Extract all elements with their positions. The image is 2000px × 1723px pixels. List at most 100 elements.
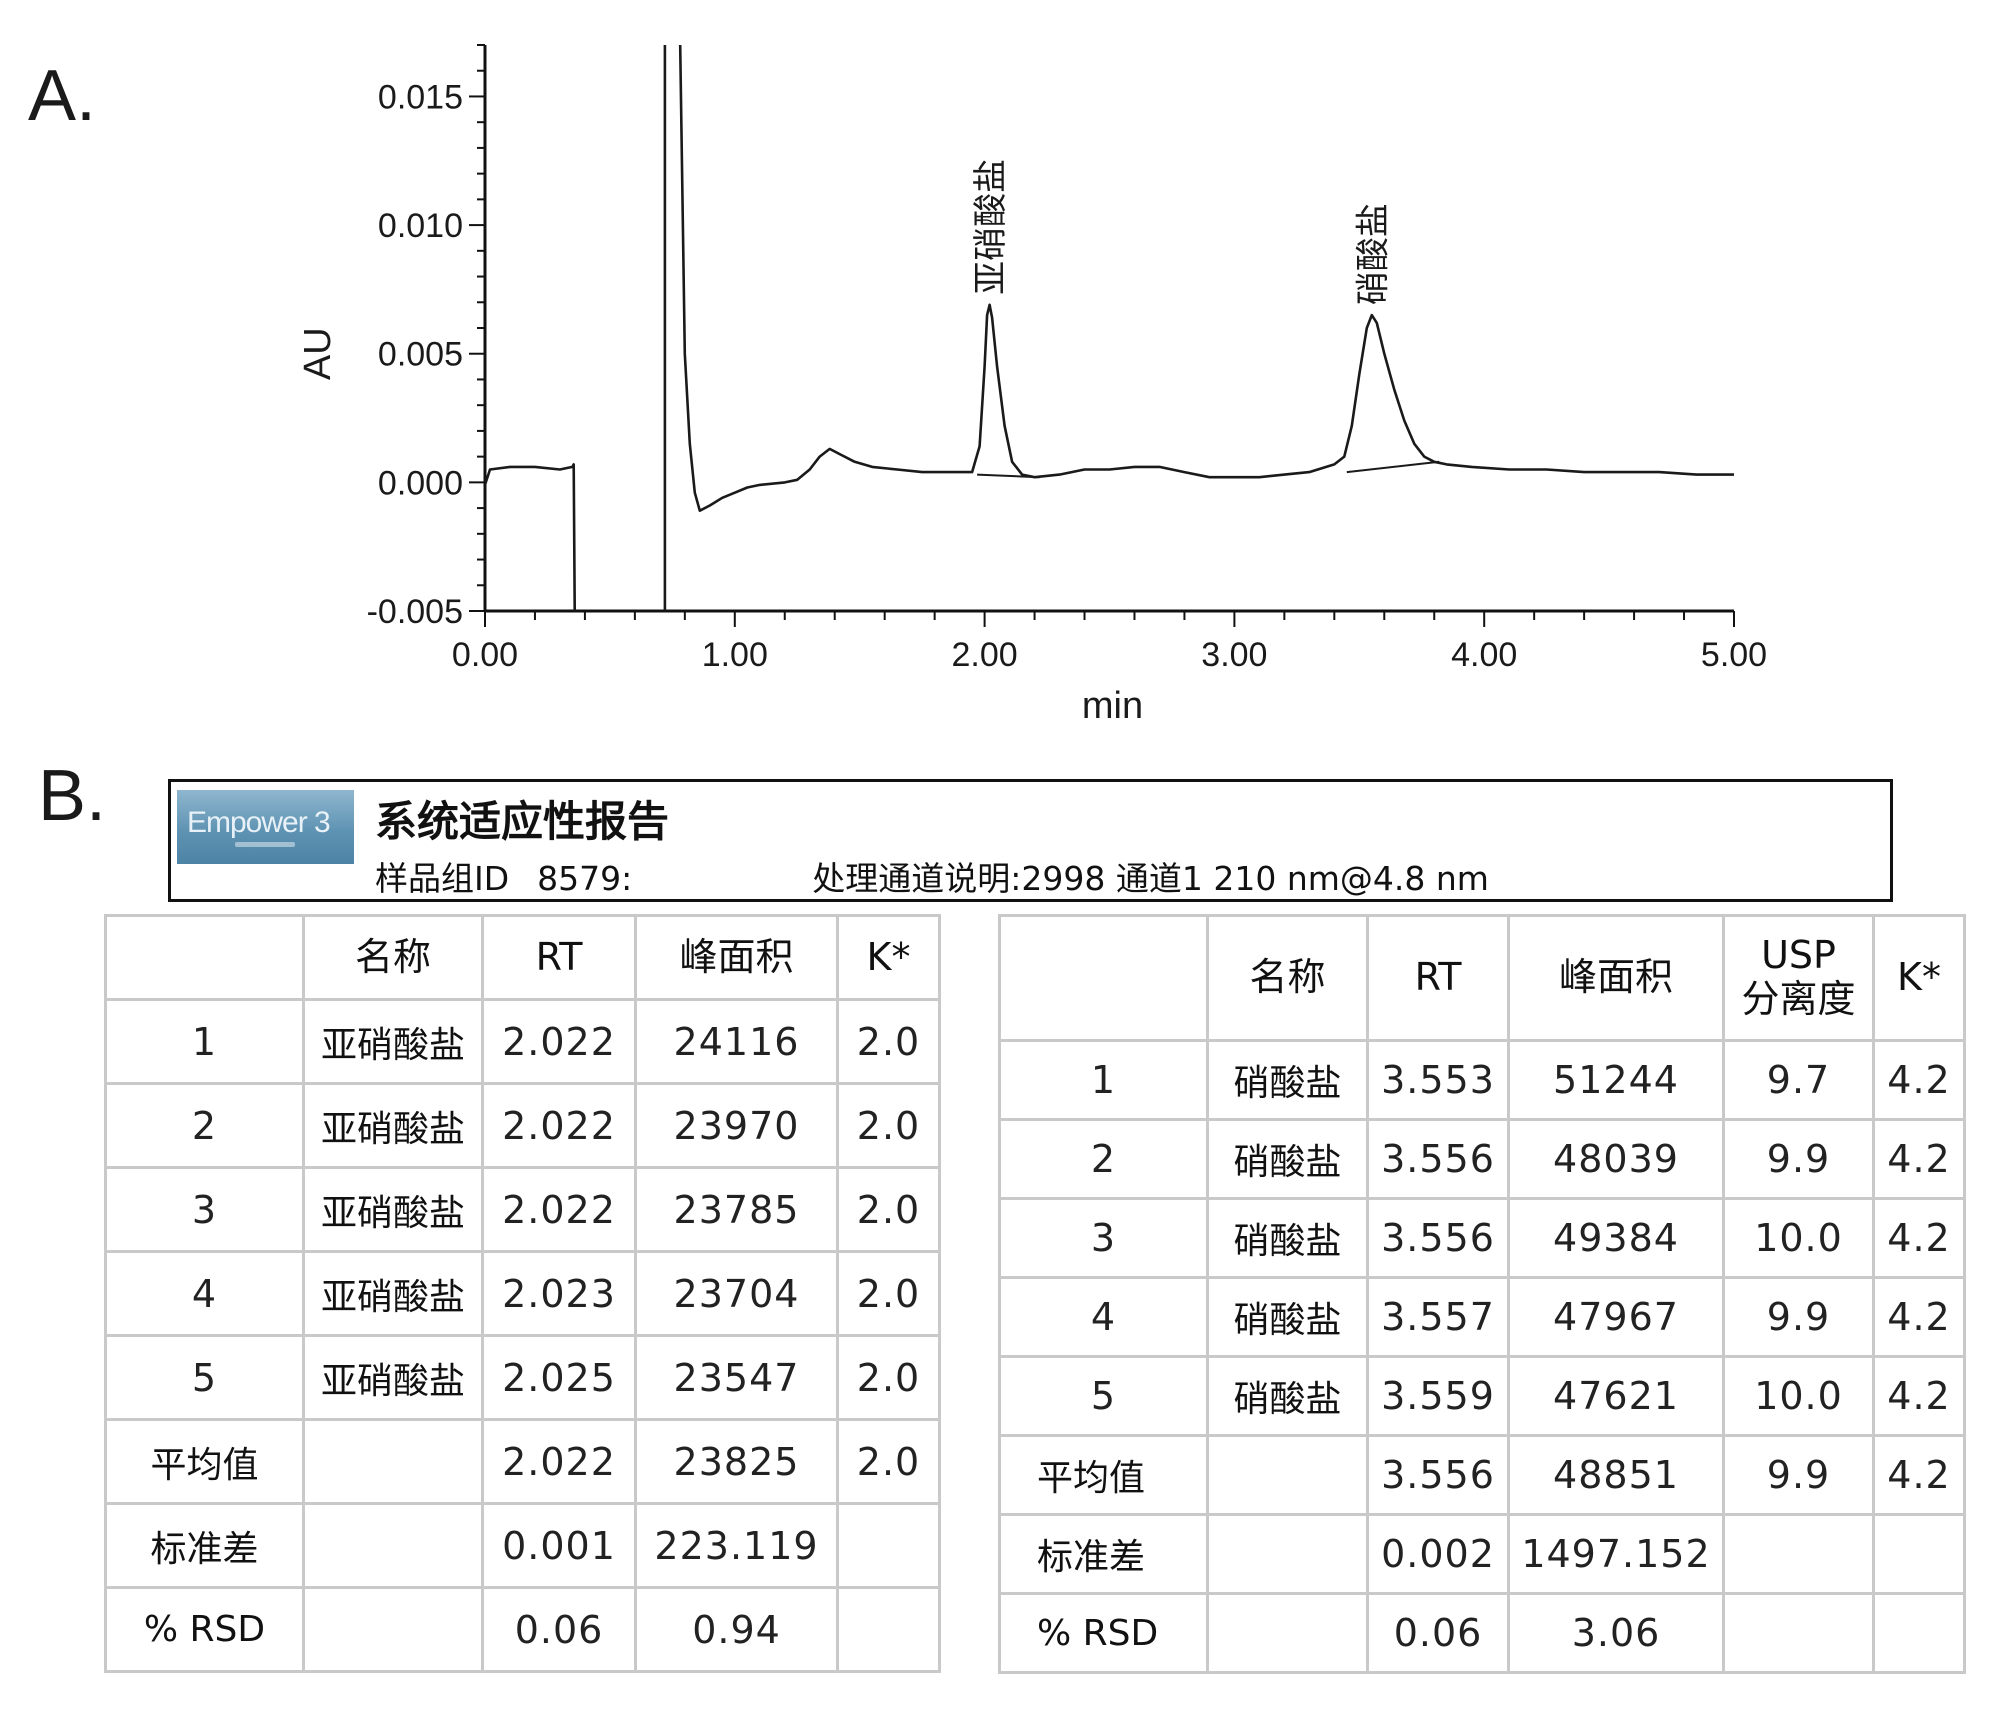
chromatogram-chart: 0.015 0.010 0.005 0.000 -0.005 0.00 1.00 2.00 3.… [297,44,1767,727]
table-header-row: 名称 RT 峰面积 USP 分离度 K* [998,914,1966,1042]
y-tick-label: 0.005 [378,336,463,374]
row-label-cell: 3 [104,1166,305,1253]
table-cell [302,1502,484,1589]
table-row: 平均值 3.556 48851 9.9 4.2 [998,1434,1966,1516]
channel-value: 2998 通道1 210 nm@4.8 nm [1021,859,1489,898]
row-label-cell: % RSD [998,1592,1209,1674]
table-cell: 4.2 [1872,1197,1966,1279]
y-tick-label: 0.010 [378,207,463,245]
table-cell: 23785 [634,1166,839,1253]
table-cell: 亚硝酸盐 [302,1082,484,1169]
peak-baseline [1346,460,1440,474]
column-header: 峰面积 [1507,914,1725,1042]
row-label-cell: 平均值 [998,1434,1209,1516]
row-label-cell: 1 [104,998,305,1085]
column-header: RT [481,914,637,1001]
table-cell: 0.001 [481,1502,637,1589]
table-cell: 2.0 [836,1082,941,1169]
row-label-cell: % RSD [104,1586,305,1673]
panel-label-b: B. [38,756,107,836]
table-cell: 3.559 [1366,1355,1510,1437]
report-subtitle: 样品组ID 8579: 处理通道说明:2998 通道1 210 nm@4.8 nm [375,852,1489,900]
table-cell: 2.0 [836,998,941,1085]
table-cell: 23970 [634,1082,839,1169]
table-row: 标准差 0.002 1497.152 [998,1513,1966,1595]
nitrite-suitability-table: 名称 RT 峰面积 K* 1 亚硝酸盐 2.022 24116 2.0 2 亚硝酸盐 2.022 239… [104,914,941,1673]
table-cell: 4.2 [1872,1355,1966,1437]
column-header [104,914,305,1001]
column-header: 名称 [302,914,484,1001]
table-row: 2 硝酸盐 3.556 48039 9.9 4.2 [998,1118,1966,1200]
table-cell: 0.94 [634,1586,839,1673]
table-row: % RSD 0.06 3.06 [998,1592,1966,1674]
table-cell [1872,1513,1966,1595]
table-row: 1 亚硝酸盐 2.022 24116 2.0 [104,998,941,1085]
table-cell [836,1502,941,1589]
table-cell: 10.0 [1722,1197,1875,1279]
column-header: 名称 [1206,914,1369,1042]
table-row: % RSD 0.06 0.94 [104,1586,941,1673]
table-cell [1206,1513,1369,1595]
table-cell: 24116 [634,998,839,1085]
table-row: 3 亚硝酸盐 2.022 23785 2.0 [104,1166,941,1253]
empower-logo: Empower 3 [177,790,354,864]
row-label-cell: 平均值 [104,1418,305,1505]
x-tick-label: 0.00 [452,636,518,674]
table-cell: 3.06 [1507,1592,1725,1674]
table-cell: 亚硝酸盐 [302,1334,484,1421]
table-row: 2 亚硝酸盐 2.022 23970 2.0 [104,1082,941,1169]
table-row: 5 亚硝酸盐 2.025 23547 2.0 [104,1334,941,1421]
row-label-cell: 标准差 [998,1513,1209,1595]
y-tick-label: 0.000 [378,464,463,502]
table-cell: 23825 [634,1418,839,1505]
table-cell: 223.119 [634,1502,839,1589]
table-cell [1722,1513,1875,1595]
row-label-cell: 4 [998,1276,1209,1358]
sample-group-label: 样品组ID [375,859,510,898]
peak-label: 亚硝酸盐 [971,159,1011,295]
row-label-cell: 5 [104,1334,305,1421]
report-title: 系统适应性报告 [375,797,670,846]
table-cell: 3.556 [1366,1434,1510,1516]
table-cell: 0.06 [481,1586,637,1673]
table-row: 平均值 2.022 23825 2.0 [104,1418,941,1505]
report-header: Empower 3 系统适应性报告 样品组ID 8579: 处理通道说明:2998 … [168,779,1893,902]
table-cell [1206,1434,1369,1516]
table-cell: 47967 [1507,1276,1725,1358]
table-header-row: 名称 RT 峰面积 K* [104,914,941,1001]
x-tick-label: 4.00 [1451,636,1517,674]
table-cell: 2.0 [836,1166,941,1253]
table-cell: 4.2 [1872,1276,1966,1358]
table-cell: 4.2 [1872,1039,1966,1121]
peak-baseline [977,473,1040,479]
channel-label: 处理通道说明: [812,859,1022,898]
table-cell: 49384 [1507,1197,1725,1279]
table-cell: 48851 [1507,1434,1725,1516]
table-cell: 4.2 [1872,1434,1966,1516]
table-cell: 3.553 [1366,1039,1510,1121]
table-cell: 硝酸盐 [1206,1355,1369,1437]
table-cell: 51244 [1507,1039,1725,1121]
table-cell: 9.9 [1722,1434,1875,1516]
table-cell: 48039 [1507,1118,1725,1200]
x-axis-title: min [1082,685,1143,727]
table-cell: 9.9 [1722,1118,1875,1200]
x-tick-label: 1.00 [702,636,768,674]
row-label-cell: 1 [998,1039,1209,1121]
row-label-cell: 3 [998,1197,1209,1279]
table-cell [1722,1592,1875,1674]
y-tick-label: 0.015 [378,78,463,116]
table-cell: 亚硝酸盐 [302,1250,484,1337]
table-cell [1872,1592,1966,1674]
table-row: 4 硝酸盐 3.557 47967 9.9 4.2 [998,1276,1966,1358]
table-cell: 亚硝酸盐 [302,1166,484,1253]
row-label-cell: 5 [998,1355,1209,1437]
logo-text: Empower 3 [187,806,331,839]
table-cell: 10.0 [1722,1355,1875,1437]
table-cell: 2.022 [481,1082,637,1169]
row-label-cell: 2 [104,1082,305,1169]
column-header: K* [836,914,941,1001]
table-cell: 2.022 [481,1418,637,1505]
row-label-cell: 标准差 [104,1502,305,1589]
x-tick-label: 5.00 [1701,636,1767,674]
